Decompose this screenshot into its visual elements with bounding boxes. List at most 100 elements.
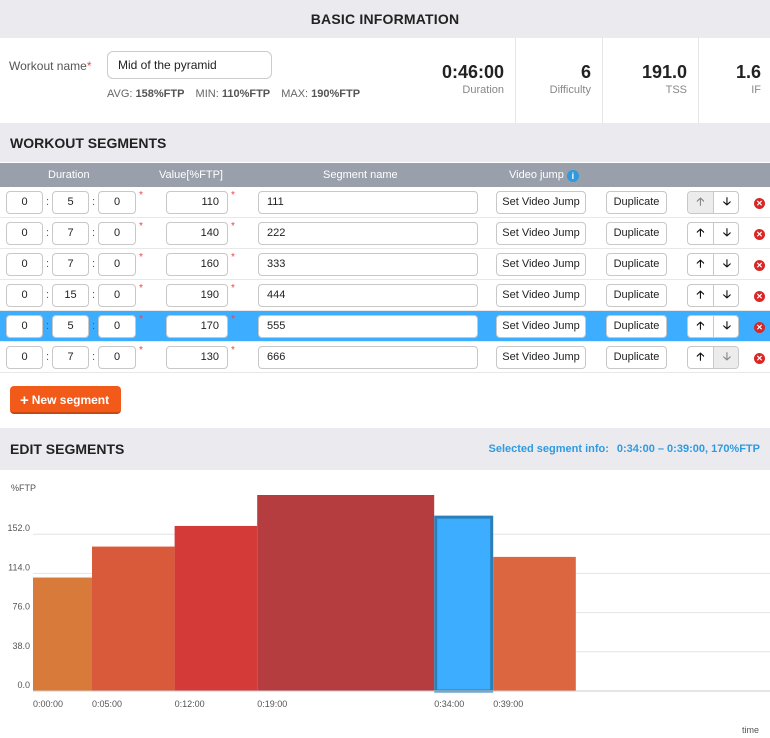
segment-row[interactable]: 0:7:0 * 140 * 222 Set Video Jump Duplicate 🡡 🡣 ✕	[0, 218, 770, 249]
duration-hours-input[interactable]: 0	[6, 191, 43, 214]
value-ftp-input[interactable]: 190	[166, 284, 228, 307]
plus-icon: +	[20, 392, 29, 409]
new-segment-label: New segment	[31, 393, 110, 407]
move-buttons: 🡡 🡣	[687, 191, 739, 214]
delete-icon[interactable]: ✕	[754, 198, 765, 209]
move-up-icon[interactable]: 🡡	[688, 223, 714, 244]
duration-seconds-input[interactable]: 0	[98, 191, 136, 214]
move-up-icon[interactable]: 🡡	[688, 285, 714, 306]
duration-seconds-input[interactable]: 0	[98, 253, 136, 276]
move-up-icon[interactable]: 🡡	[688, 254, 714, 275]
duration-minutes-input[interactable]: 7	[52, 253, 89, 276]
ftp-stats: AVG: 158%FTP MIN: 110%FTP MAX: 190%FTP	[107, 88, 360, 100]
move-up-icon[interactable]: 🡡	[688, 347, 714, 368]
time-separator: :	[92, 320, 96, 332]
delete-icon[interactable]: ✕	[754, 260, 765, 271]
delete-icon[interactable]: ✕	[754, 229, 765, 240]
value-ftp-input[interactable]: 140	[166, 222, 228, 245]
set-video-jump-button[interactable]: Set Video Jump	[496, 222, 586, 245]
chart-bar[interactable]	[174, 525, 258, 691]
duration-seconds-input[interactable]: 0	[98, 284, 136, 307]
segment-row[interactable]: 0:7:0 * 130 * 666 Set Video Jump Duplicate 🡡 🡣 ✕	[0, 342, 770, 373]
required-mark: *	[86, 59, 92, 73]
value-ftp-input[interactable]: 130	[166, 346, 228, 369]
set-video-jump-button[interactable]: Set Video Jump	[496, 284, 586, 307]
duration-seconds-input[interactable]: 0	[98, 315, 136, 338]
new-segment-button[interactable]: + New segment	[10, 386, 121, 414]
move-down-icon[interactable]: 🡣	[723, 289, 731, 301]
col-value: Value[%FTP]	[159, 169, 223, 181]
min-label: MIN:	[195, 88, 219, 100]
duplicate-button[interactable]: Duplicate	[606, 346, 667, 369]
col-duration: Duration	[48, 169, 90, 181]
set-video-jump-button[interactable]: Set Video Jump	[496, 315, 586, 338]
selected-info-label: Selected segment info:	[488, 443, 609, 455]
chart-bar[interactable]	[434, 515, 494, 693]
duplicate-button[interactable]: Duplicate	[606, 253, 667, 276]
segment-name-input[interactable]: 111	[258, 191, 478, 214]
segment-row[interactable]: 0:5:0 * 170 * 555 Set Video Jump Duplicate 🡡 🡣 ✕	[0, 311, 770, 342]
duration-minutes-input[interactable]: 7	[52, 346, 89, 369]
duration-hours-input[interactable]: 0	[6, 253, 43, 276]
duplicate-button[interactable]: Duplicate	[606, 284, 667, 307]
info-icon[interactable]: i	[566, 170, 579, 182]
duration-minutes-input[interactable]: 7	[52, 222, 89, 245]
move-down-icon[interactable]: 🡣	[723, 227, 731, 239]
move-up-icon[interactable]: 🡡	[688, 192, 714, 213]
duration-hours-input[interactable]: 0	[6, 284, 43, 307]
move-down-icon[interactable]: 🡣	[723, 258, 731, 270]
basic-information-header: BASIC INFORMATION	[0, 0, 770, 38]
set-video-jump-button[interactable]: Set Video Jump	[496, 346, 586, 369]
duration-hours-input[interactable]: 0	[6, 222, 43, 245]
segments-chart[interactable]: %FTP 152.0 114.0 76.0 38.0 0.0 0:00:00 0:05:00 0…	[0, 470, 770, 738]
move-buttons: 🡡 🡣	[687, 315, 739, 338]
move-down-icon[interactable]: 🡣	[723, 320, 731, 332]
duration-minutes-input[interactable]: 5	[52, 315, 89, 338]
metric-tss-label: TSS	[665, 84, 687, 96]
segment-name-input[interactable]: 555	[258, 315, 478, 338]
set-video-jump-button[interactable]: Set Video Jump	[496, 191, 586, 214]
segment-name-input[interactable]: 333	[258, 253, 478, 276]
time-separator: :	[92, 351, 96, 363]
workout-name-input[interactable]: Mid of the pyramid	[107, 51, 272, 79]
chart-bar[interactable]	[493, 556, 576, 691]
segment-row[interactable]: 0:5:0 * 110 * 111 Set Video Jump Duplicate 🡡 🡣 ✕	[0, 187, 770, 218]
segment-name-input[interactable]: 666	[258, 346, 478, 369]
chart-svg[interactable]: %FTP 152.0 114.0 76.0 38.0 0.00:00:00 0:05:00 0…	[0, 470, 770, 738]
segment-row[interactable]: 0:7:0 * 160 * 333 Set Video Jump Duplicate 🡡 🡣 ✕	[0, 249, 770, 280]
metric-tss: 191.0 TSS	[602, 38, 698, 123]
delete-icon[interactable]: ✕	[754, 322, 765, 333]
chart-bar[interactable]	[257, 495, 435, 691]
move-up-icon[interactable]: 🡡	[688, 316, 714, 337]
segment-name-input[interactable]: 222	[258, 222, 478, 245]
value-ftp-input[interactable]: 170	[166, 315, 228, 338]
segment-name-input[interactable]: 444	[258, 284, 478, 307]
chart-x-tick: 0:39:00	[493, 699, 523, 709]
max-label: MAX:	[281, 88, 309, 100]
segment-row[interactable]: 0:15:0 * 190 * 444 Set Video Jump Duplicate 🡡 🡣 ✕	[0, 280, 770, 311]
move-buttons: 🡡 🡣	[687, 346, 739, 369]
duration-minutes-input[interactable]: 5	[52, 191, 89, 214]
move-buttons: 🡡 🡣	[687, 253, 739, 276]
selected-segment-info: Selected segment info: 0:34:00 – 0:39:00,…	[488, 443, 760, 455]
duration-hours-input[interactable]: 0	[6, 315, 43, 338]
move-down-icon[interactable]: 🡣	[723, 196, 731, 208]
set-video-jump-button[interactable]: Set Video Jump	[496, 253, 586, 276]
duration-hours-input[interactable]: 0	[6, 346, 43, 369]
duplicate-button[interactable]: Duplicate	[606, 222, 667, 245]
chart-x-tick: 0:00:00	[33, 699, 63, 709]
delete-icon[interactable]: ✕	[754, 291, 765, 302]
duration-minutes-input[interactable]: 15	[52, 284, 89, 307]
required-mark: *	[139, 345, 143, 356]
duplicate-button[interactable]: Duplicate	[606, 191, 667, 214]
duration-seconds-input[interactable]: 0	[98, 346, 136, 369]
move-down-icon[interactable]: 🡣	[714, 347, 738, 368]
duplicate-button[interactable]: Duplicate	[606, 315, 667, 338]
value-ftp-input[interactable]: 110	[166, 191, 228, 214]
value-ftp-input[interactable]: 160	[166, 253, 228, 276]
edit-segments-title: EDIT SEGMENTS	[10, 441, 125, 457]
delete-icon[interactable]: ✕	[754, 353, 765, 364]
duration-seconds-input[interactable]: 0	[98, 222, 136, 245]
chart-bar[interactable]	[92, 546, 175, 691]
chart-bar[interactable]	[33, 577, 92, 691]
